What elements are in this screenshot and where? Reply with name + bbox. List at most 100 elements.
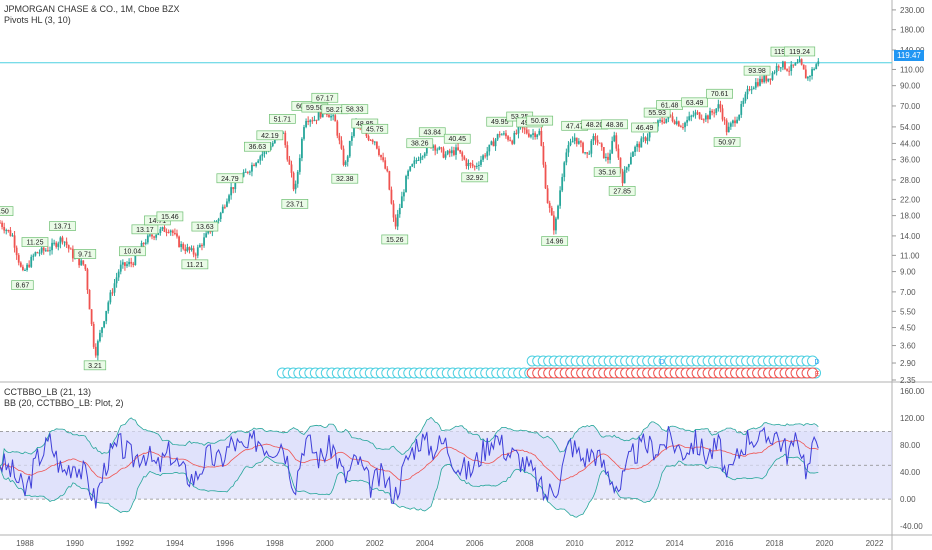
- candle-body: [480, 159, 482, 165]
- candle-body: [346, 156, 349, 162]
- time-axis: 1988 1990 1992 1994 1996 1998 2000 2002 2004 2006…: [16, 539, 884, 548]
- candle-body: [438, 147, 441, 150]
- candle-body: [552, 215, 555, 231]
- candle-body: [7, 229, 10, 231]
- candle-body: [46, 250, 49, 252]
- candle-body: [598, 142, 601, 144]
- candle-body: [777, 66, 780, 68]
- candle-body: [126, 264, 128, 266]
- candle-body: [661, 120, 664, 123]
- price-tick-label: 2.90: [900, 359, 916, 368]
- pivot-label-text: 13.63: [196, 224, 214, 231]
- candle-body: [400, 196, 403, 208]
- pivot-label-text: 58.33: [346, 107, 364, 114]
- pivot-label-box: [181, 259, 209, 270]
- candle-body: [565, 152, 568, 163]
- candle-body: [201, 245, 203, 247]
- pivot-label-box: [331, 173, 359, 184]
- candle-body: [736, 119, 738, 124]
- candle-body: [223, 206, 226, 208]
- symbol-title[interactable]: JPMORGAN CHASE & CO., 1M, Cboe BZX: [4, 4, 180, 14]
- candle-body: [259, 156, 262, 161]
- pivot-label-box: [244, 141, 271, 152]
- candle-body: [484, 155, 487, 157]
- candle-body: [34, 252, 37, 256]
- candle-body: [88, 289, 91, 310]
- price-tick-label: 9.00: [900, 268, 916, 277]
- pivot-label-box: [256, 130, 284, 141]
- candle-body: [575, 137, 578, 144]
- candle-body: [615, 135, 618, 149]
- candle-body: [802, 64, 805, 70]
- candle-body: [228, 195, 230, 202]
- price-tick-label: 22.00: [900, 195, 921, 204]
- candle-body: [732, 120, 734, 124]
- candle-body: [769, 78, 772, 80]
- candle-body: [702, 119, 705, 121]
- time-tick-label: 2004: [416, 539, 434, 548]
- pivot-label-text: 16.50: [0, 209, 9, 216]
- candle-body: [69, 248, 72, 250]
- candle-body: [815, 64, 818, 70]
- indicator-pivots-label[interactable]: Pivots HL (3, 10): [4, 15, 71, 25]
- candle-body: [386, 168, 389, 172]
- candle-body: [350, 136, 353, 141]
- candle-body: [640, 138, 643, 148]
- candle-body: [555, 218, 557, 231]
- candle-body: [113, 283, 116, 293]
- candle-body: [623, 169, 626, 184]
- candle-body: [248, 171, 251, 173]
- pivot-label-box: [119, 246, 146, 257]
- candle-body: [817, 61, 820, 65]
- pivot-label-box: [21, 237, 49, 247]
- candle-body: [453, 150, 455, 155]
- candle-body: [388, 171, 391, 190]
- candle-body: [32, 255, 35, 257]
- pivot-label-text: 27.85: [613, 188, 631, 195]
- pivot-label-box: [461, 172, 489, 183]
- candle-body: [9, 230, 12, 236]
- pivot-label-box: [216, 173, 244, 184]
- candle-body: [596, 139, 599, 143]
- candle-body: [61, 237, 64, 242]
- price-tick-label: 54.00: [900, 123, 921, 132]
- pivot-label-box: [156, 211, 184, 222]
- candle-body: [405, 176, 407, 193]
- candle-body: [721, 108, 724, 120]
- time-tick-label: 1994: [166, 539, 184, 548]
- candle-body: [559, 190, 562, 206]
- candle-body: [305, 120, 307, 128]
- candle-body: [632, 151, 634, 157]
- oscillator-tick-label: -40.00: [900, 522, 923, 531]
- oscillator-tick-label: 120.00: [900, 414, 925, 423]
- pivot-label-text: 23.71: [286, 201, 304, 208]
- pivot-label-text: 32.38: [336, 176, 354, 183]
- candle-body: [57, 243, 60, 247]
- candle-body: [336, 121, 339, 136]
- candle-body: [546, 188, 549, 204]
- candle-body: [344, 161, 347, 165]
- candle-body: [459, 149, 462, 153]
- candle-body: [784, 61, 786, 70]
- pivot-label-text: 46.49: [636, 125, 654, 132]
- candle-body: [567, 145, 570, 153]
- candle-body: [707, 115, 709, 120]
- candle-body: [563, 162, 566, 178]
- candle-body: [203, 237, 205, 246]
- candle-body: [196, 247, 199, 256]
- indicator-cctbbo-label[interactable]: CCTBBO_LB (21, 13): [4, 387, 92, 397]
- candle-body: [3, 226, 6, 231]
- pivot-label-box: [83, 360, 107, 371]
- candle-body: [469, 163, 472, 165]
- time-tick-label: 1990: [66, 539, 84, 548]
- candle-body: [153, 236, 155, 238]
- candle-body: [740, 104, 743, 115]
- candle-body: [22, 266, 24, 271]
- indicator-bb-label[interactable]: BB (20, CCTBBO_LB: Plot, 2): [4, 398, 124, 408]
- candle-body: [675, 121, 678, 125]
- candle-body: [226, 201, 228, 207]
- candle-body: [119, 264, 122, 272]
- candle-body: [94, 346, 97, 356]
- candle-body: [682, 127, 684, 129]
